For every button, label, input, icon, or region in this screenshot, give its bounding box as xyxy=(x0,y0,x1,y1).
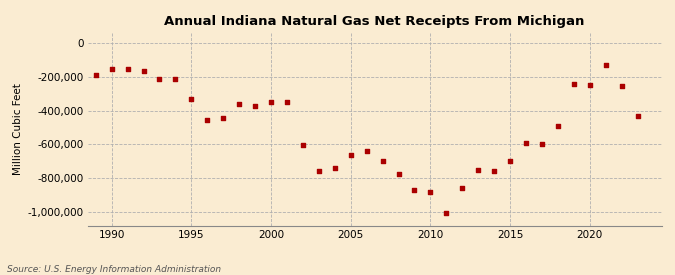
Point xyxy=(218,116,229,120)
Point xyxy=(616,84,627,88)
Point xyxy=(441,211,452,215)
Y-axis label: Million Cubic Feet: Million Cubic Feet xyxy=(14,83,24,175)
Point xyxy=(122,67,133,72)
Title: Annual Indiana Natural Gas Net Receipts From Michigan: Annual Indiana Natural Gas Net Receipts … xyxy=(165,15,585,28)
Point xyxy=(154,76,165,81)
Point xyxy=(313,169,324,174)
Point xyxy=(266,100,277,104)
Point xyxy=(377,159,388,164)
Point xyxy=(585,82,595,87)
Point xyxy=(489,169,500,174)
Point xyxy=(553,124,564,128)
Point xyxy=(600,63,611,67)
Point xyxy=(537,142,547,147)
Point xyxy=(90,73,101,78)
Point xyxy=(361,149,372,153)
Point xyxy=(346,152,356,157)
Point xyxy=(138,69,149,73)
Point xyxy=(425,189,436,194)
Point xyxy=(520,141,531,145)
Point xyxy=(281,100,292,104)
Point xyxy=(202,118,213,122)
Point xyxy=(298,143,308,147)
Text: Source: U.S. Energy Information Administration: Source: U.S. Energy Information Administ… xyxy=(7,265,221,274)
Point xyxy=(170,77,181,82)
Point xyxy=(393,172,404,176)
Point xyxy=(250,103,261,108)
Point xyxy=(186,97,196,101)
Point xyxy=(472,167,483,172)
Point xyxy=(106,67,117,72)
Point xyxy=(505,159,516,164)
Point xyxy=(568,81,579,86)
Point xyxy=(409,188,420,192)
Point xyxy=(457,186,468,191)
Point xyxy=(632,114,643,118)
Point xyxy=(234,102,244,106)
Point xyxy=(329,166,340,170)
